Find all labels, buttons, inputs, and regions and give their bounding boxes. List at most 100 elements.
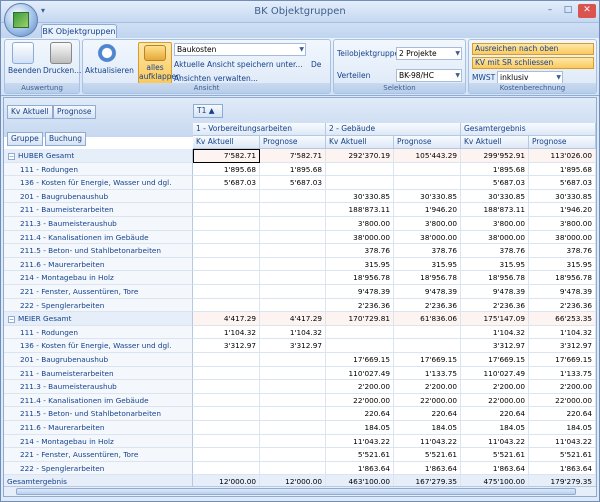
kv-mit-sr-schliessen-button[interactable]: KV mit SR schliessen — [472, 57, 594, 69]
column-group-header[interactable]: Gesamtergebnis — [461, 123, 596, 136]
value-cell[interactable]: 184.05 — [461, 421, 529, 435]
column-subheader[interactable]: Prognose — [529, 136, 596, 149]
value-cell[interactable] — [193, 421, 260, 435]
value-cell[interactable] — [193, 257, 260, 272]
manage-views-menu[interactable]: Ansichten verwalten... — [174, 74, 258, 83]
view-select[interactable]: Baukosten ▼ — [174, 43, 306, 56]
table-row[interactable]: 211.4 - Kanalisationen im Gebäude 22'000.… — [4, 393, 596, 408]
table-row[interactable]: 211.6 - Maurerarbeiten 184.05 184.05 184.05… — [4, 421, 596, 435]
value-cell[interactable]: 1'104.32 — [461, 325, 529, 340]
value-cell[interactable]: 1'946.20 — [529, 203, 596, 217]
value-cell[interactable]: 7'582.71 — [193, 149, 260, 163]
value-cell[interactable] — [193, 189, 260, 204]
table-row[interactable]: 201 - Baugrubenaushub 30'330.85 30'330.85 3… — [4, 189, 596, 204]
value-cell[interactable]: 30'330.85 — [326, 189, 394, 204]
value-cell[interactable] — [394, 339, 461, 353]
value-cell[interactable]: 17'669.15 — [394, 353, 461, 367]
save-view-language[interactable]: De — [311, 60, 322, 69]
value-cell[interactable]: 378.76 — [326, 244, 394, 258]
value-cell[interactable]: 30'330.85 — [394, 189, 461, 204]
minimize-button[interactable]: – — [547, 5, 553, 15]
value-cell[interactable] — [260, 189, 326, 204]
value-cell[interactable] — [394, 325, 461, 340]
value-cell[interactable]: 1'133.75 — [529, 366, 596, 381]
value-cell[interactable]: 2'200.00 — [461, 380, 529, 394]
value-cell[interactable] — [260, 380, 326, 394]
value-cell[interactable]: 292'370.19 — [326, 149, 394, 163]
value-cell[interactable]: 38'000.00 — [461, 230, 529, 245]
value-cell[interactable]: 1'863.64 — [394, 461, 461, 476]
table-row[interactable]: 214 - Montagebau in Holz 18'956.78 18'956.… — [4, 271, 596, 285]
value-cell[interactable] — [260, 421, 326, 435]
value-cell[interactable]: 3'312.97 — [529, 339, 596, 353]
value-cell[interactable]: 7'582.71 — [260, 149, 326, 163]
value-cell[interactable]: 18'956.78 — [326, 271, 394, 285]
value-cell[interactable]: 110'027.49 — [326, 366, 394, 381]
value-cell[interactable]: 5'521.61 — [461, 448, 529, 462]
value-cell[interactable]: 5'521.61 — [529, 448, 596, 462]
teilobjektgruppen-select[interactable]: 2 Projekte ▼ — [396, 47, 462, 60]
value-cell[interactable]: 5'521.61 — [326, 448, 394, 462]
value-cell[interactable]: 11'043.22 — [394, 434, 461, 449]
ausreichen-nach-oben-button[interactable]: Ausreichen nach oben — [472, 43, 594, 55]
field-buchung[interactable]: Buchung — [45, 132, 87, 146]
column-subheader[interactable]: Prognose — [260, 136, 326, 149]
verteilen-select[interactable]: BK-98/HC ▼ — [396, 69, 462, 82]
value-cell[interactable]: 184.05 — [394, 421, 461, 435]
value-cell[interactable] — [260, 298, 326, 313]
value-cell[interactable]: 66'253.35 — [529, 312, 596, 326]
value-cell[interactable]: 3'312.97 — [260, 339, 326, 353]
value-cell[interactable]: 315.95 — [326, 257, 394, 272]
tab-bk-objektgruppen[interactable]: BK Objektgruppen — [41, 24, 117, 39]
value-cell[interactable] — [260, 257, 326, 272]
alles-aufklappen-button[interactable]: alles aufklappen — [138, 42, 181, 84]
table-row[interactable]: 214 - Montagebau in Holz 11'043.22 11'043.… — [4, 434, 596, 449]
value-cell[interactable]: 17'669.15 — [326, 353, 394, 367]
value-cell[interactable] — [193, 217, 260, 231]
value-cell[interactable]: 184.05 — [326, 421, 394, 435]
value-cell[interactable]: 220.64 — [529, 407, 596, 421]
value-cell[interactable] — [260, 366, 326, 381]
value-cell[interactable] — [193, 434, 260, 449]
value-cell[interactable] — [193, 353, 260, 367]
value-cell[interactable] — [193, 380, 260, 394]
value-cell[interactable]: 18'956.78 — [394, 271, 461, 285]
value-cell[interactable]: 9'478.39 — [529, 285, 596, 299]
value-cell[interactable]: 299'952.91 — [461, 149, 529, 163]
value-cell[interactable] — [260, 244, 326, 258]
value-cell[interactable]: 1'895.68 — [193, 162, 260, 177]
value-cell[interactable]: 9'478.39 — [326, 285, 394, 299]
value-cell[interactable]: 2'200.00 — [326, 380, 394, 394]
value-cell[interactable]: 175'147.09 — [461, 312, 529, 326]
table-row[interactable]: 136 - Kosten für Energie, Wasser und dgl… — [4, 176, 596, 190]
group-row[interactable]: − MEIER Gesamt 4'417.29 4'417.29 170'729.81 6… — [4, 312, 596, 326]
beenden-button[interactable]: Beenden — [8, 42, 41, 75]
value-cell[interactable]: 9'478.39 — [461, 285, 529, 299]
table-row[interactable]: 211 - Baumeisterarbeiten 188'873.11 1'946.… — [4, 203, 596, 217]
scrollbar-thumb[interactable] — [16, 488, 576, 495]
value-cell[interactable]: 1'895.68 — [260, 162, 326, 177]
value-cell[interactable]: 3'800.00 — [326, 217, 394, 231]
value-cell[interactable]: 3'312.97 — [461, 339, 529, 353]
value-cell[interactable]: 105'443.29 — [394, 149, 461, 163]
table-row[interactable]: 222 - Spenglerarbeiten 2'236.36 2'236.36 2'… — [4, 298, 596, 313]
value-cell[interactable]: 17'669.15 — [529, 353, 596, 367]
value-cell[interactable]: 1'863.64 — [326, 461, 394, 476]
column-subheader[interactable]: Kv Aktuell — [193, 136, 260, 149]
table-row[interactable]: 211.3 - Baumeisteraushub 3'800.00 3'800.00… — [4, 217, 596, 231]
value-cell[interactable]: 38'000.00 — [394, 230, 461, 245]
value-cell[interactable]: 4'417.29 — [260, 312, 326, 326]
value-cell[interactable]: 17'669.15 — [461, 353, 529, 367]
value-cell[interactable]: 2'236.36 — [461, 298, 529, 313]
value-cell[interactable]: 3'800.00 — [461, 217, 529, 231]
value-cell[interactable] — [260, 230, 326, 245]
value-cell[interactable] — [260, 407, 326, 421]
value-cell[interactable]: 4'417.29 — [193, 312, 260, 326]
value-cell[interactable] — [193, 244, 260, 258]
value-cell[interactable]: 378.76 — [394, 244, 461, 258]
value-cell[interactable] — [260, 285, 326, 299]
value-cell[interactable] — [193, 393, 260, 408]
application-menu-button[interactable] — [4, 3, 38, 37]
value-cell[interactable]: 5'687.03 — [260, 176, 326, 190]
value-cell[interactable]: 30'330.85 — [461, 189, 529, 204]
